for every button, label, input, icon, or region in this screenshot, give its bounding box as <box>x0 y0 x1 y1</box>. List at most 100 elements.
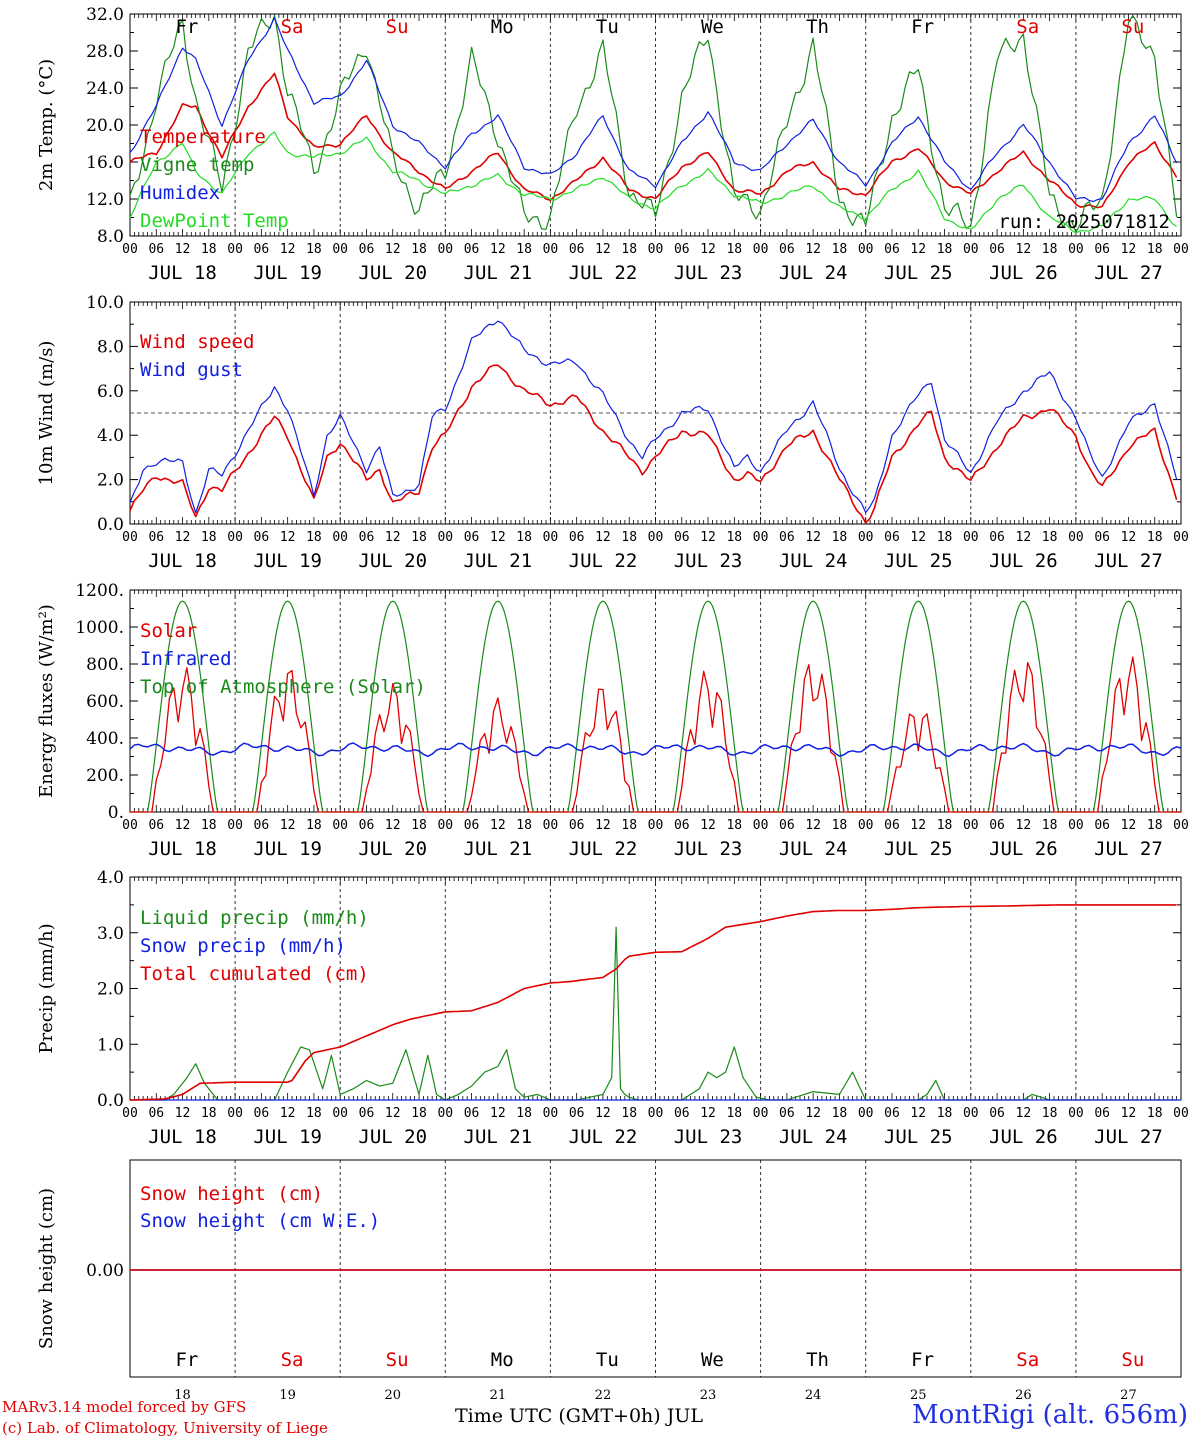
x-date-label: JUL 26 <box>989 262 1058 284</box>
x-date-label: JUL 27 <box>1094 838 1163 860</box>
day-name-bottom: Su <box>1121 1349 1144 1371</box>
x-hour-label: 18 <box>621 530 637 545</box>
x-hour-label: 18 <box>832 1106 848 1121</box>
x-hour-label: 00 <box>122 1106 138 1121</box>
x-date-label: JUL 18 <box>148 1126 217 1148</box>
x-hour-label: 18 <box>1042 1106 1058 1121</box>
day-number-bottom: 23 <box>700 1388 717 1403</box>
x-hour-label: 12 <box>1121 1106 1137 1121</box>
series-dewpoint-temp-line <box>129 131 1177 234</box>
day-number-bottom: 19 <box>279 1388 296 1403</box>
x-hour-label: 12 <box>1121 530 1137 545</box>
x-hour-label: 00 <box>122 530 138 545</box>
x-hour-label: 18 <box>201 242 217 257</box>
x-date-label: JUL 19 <box>253 838 322 860</box>
x-hour-label: 06 <box>674 1106 690 1121</box>
x-hour-label: 18 <box>516 530 532 545</box>
x-hour-label: 12 <box>175 818 191 833</box>
day-name-top: Fr <box>911 16 934 38</box>
x-hour-label: 06 <box>674 242 690 257</box>
x-date-label: JUL 27 <box>1094 262 1163 284</box>
panel-wind: 10m Wind (m/s) 0.0 2.0 4.0 6.0 8.0 10.0 00 06 12 1… <box>36 293 1189 572</box>
legend-vigne-temp: Vigne temp <box>140 154 254 176</box>
x-hour-label: 00 <box>963 242 979 257</box>
day-name-bottom: Tu <box>596 1349 619 1371</box>
x-hour-label: 12 <box>805 242 821 257</box>
y-tick-label: 4.0 <box>97 868 124 888</box>
x-hour-label: 12 <box>280 1106 296 1121</box>
y-tick-label: 12.0 <box>86 190 124 210</box>
x-hour-label: 00 <box>963 818 979 833</box>
day-number-bottom: 21 <box>490 1388 507 1403</box>
y-tick-label: 600. <box>86 692 124 712</box>
x-hour-label: 00 <box>543 530 559 545</box>
x-hour-label: 12 <box>595 530 611 545</box>
x-hour-label: 06 <box>464 818 480 833</box>
y-tick-label: 20.0 <box>86 116 124 136</box>
x-hour-label: 00 <box>227 1106 243 1121</box>
plot-area-snow <box>129 1159 1182 1378</box>
day-number-bottom: 26 <box>1015 1388 1032 1403</box>
x-date-label: JUL 20 <box>358 838 427 860</box>
x-hour-label: 12 <box>490 242 506 257</box>
x-hour-label: 18 <box>411 530 427 545</box>
legend-total-cumulated-cm: Total cumulated (cm) <box>140 963 369 985</box>
x-hour-label: 12 <box>280 242 296 257</box>
x-hour-label: 00 <box>753 1106 769 1121</box>
plot-area-precip <box>129 876 1182 1101</box>
y-axis-label-temperature: 2m Temp. (°C) <box>36 59 57 191</box>
y-axis-label-snow: Snow height (cm) <box>36 1188 57 1349</box>
x-date-label: JUL 20 <box>358 550 427 572</box>
x-date-label: JUL 23 <box>674 1126 743 1148</box>
x-hour-label: 12 <box>1121 818 1137 833</box>
day-name-top: Su <box>386 16 409 38</box>
x-hour-label: 00 <box>1173 1106 1189 1121</box>
x-hour-label: 12 <box>1016 818 1032 833</box>
x-hour-label: 06 <box>989 818 1005 833</box>
day-name-top: Sa <box>1016 16 1039 38</box>
x-hour-label: 12 <box>385 530 401 545</box>
plot-area-temperature <box>129 13 1182 237</box>
x-date-label: JUL 27 <box>1094 1126 1163 1148</box>
x-hour-label: 00 <box>543 242 559 257</box>
x-hour-label: 12 <box>595 818 611 833</box>
x-hour-label: 12 <box>490 530 506 545</box>
day-number-bottom: 24 <box>805 1388 822 1403</box>
series-group-wind <box>129 320 1178 524</box>
x-hour-label: 00 <box>648 242 664 257</box>
x-hour-label: 00 <box>543 1106 559 1121</box>
x-hour-label: 06 <box>359 1106 375 1121</box>
x-hour-label: 06 <box>779 242 795 257</box>
x-date-label: JUL 24 <box>779 262 848 284</box>
x-hour-label: 06 <box>148 818 164 833</box>
y-tick-label: 1.0 <box>97 1035 124 1055</box>
x-hour-label: 18 <box>621 1106 637 1121</box>
day-name-top: Mo <box>491 16 514 38</box>
x-date-label: JUL 24 <box>779 550 848 572</box>
x-date-label: JUL 27 <box>1094 550 1163 572</box>
x-date-label: JUL 19 <box>253 262 322 284</box>
x-hour-label: 06 <box>569 1106 585 1121</box>
x-hour-label: 06 <box>884 1106 900 1121</box>
x-hour-label: 18 <box>306 818 322 833</box>
x-hour-label: 00 <box>753 530 769 545</box>
x-hour-label: 12 <box>910 818 926 833</box>
x-hour-label: 06 <box>569 818 585 833</box>
x-hour-label: 00 <box>858 818 874 833</box>
x-date-label: JUL 22 <box>569 838 638 860</box>
plot-area-wind <box>129 301 1182 525</box>
day-name-bottom: Sa <box>1016 1349 1039 1371</box>
x-hour-label: 12 <box>1016 242 1032 257</box>
y-tick-label: 800. <box>86 655 124 675</box>
x-date-label: JUL 20 <box>358 1126 427 1148</box>
x-hour-label: 18 <box>937 242 953 257</box>
day-name-bottom: Su <box>386 1349 409 1371</box>
x-hour-label: 12 <box>910 242 926 257</box>
x-hour-label: 06 <box>359 242 375 257</box>
x-hour-label: 06 <box>989 1106 1005 1121</box>
y-tick-label: 8.0 <box>97 337 124 357</box>
lab-credit: (c) Lab. of Climatology, University of L… <box>2 1419 328 1437</box>
x-hour-label: 06 <box>464 1106 480 1121</box>
x-hour-label: 12 <box>805 818 821 833</box>
x-hour-label: 18 <box>516 1106 532 1121</box>
